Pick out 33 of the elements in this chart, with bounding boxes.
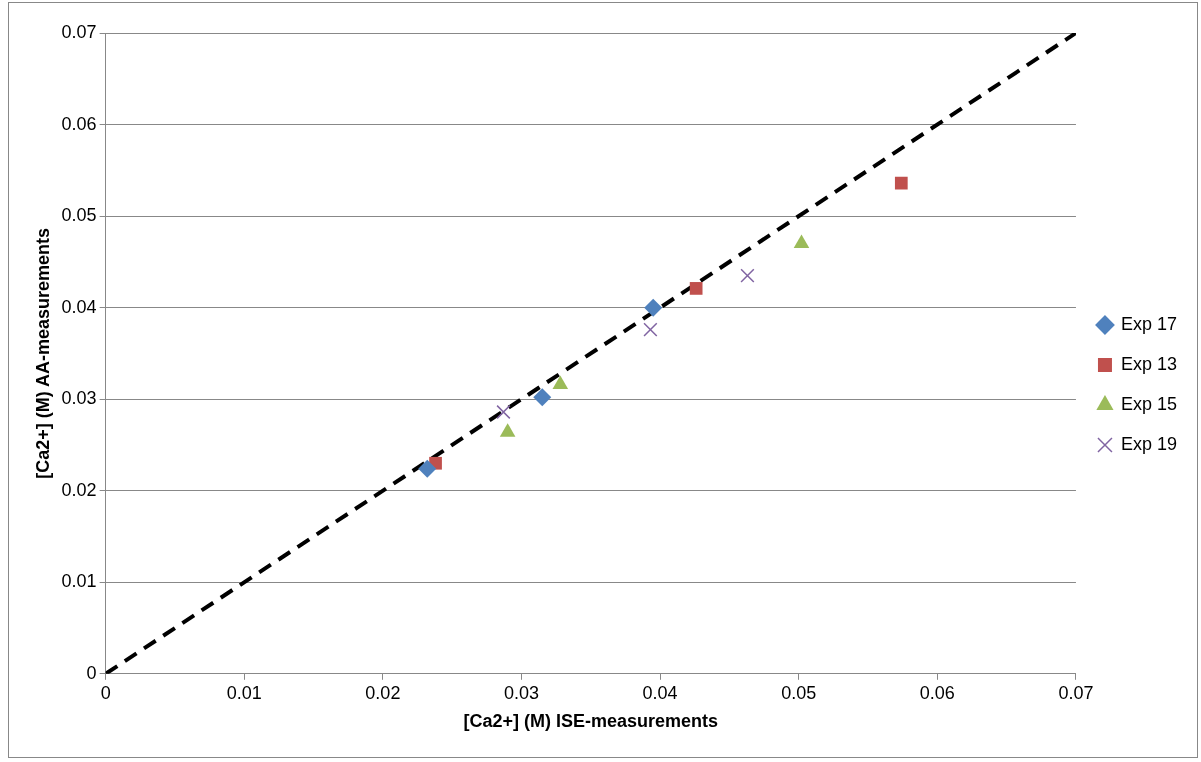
x-tick-label: 0.01 xyxy=(226,682,262,703)
point xyxy=(793,234,810,249)
x-tick-label: 0.04 xyxy=(642,682,678,703)
point xyxy=(499,423,516,437)
point xyxy=(496,404,511,420)
point xyxy=(894,176,908,190)
x-tick-label: 0 xyxy=(100,682,111,703)
y-tick-label: 0.05 xyxy=(61,205,97,226)
y-tick-label: 0.04 xyxy=(61,296,97,317)
y-axis-title: [Ca2+] (M) AA-measurements xyxy=(32,227,53,479)
x-tick-label: 0.02 xyxy=(365,682,401,703)
point xyxy=(689,282,703,295)
x-axis-title: [Ca2+] (M) ISE-measurements xyxy=(463,711,719,732)
legend-label: Exp 17 xyxy=(1120,313,1178,334)
x-tick-label: 0.07 xyxy=(1058,682,1094,703)
point xyxy=(552,375,569,390)
y-tick-label: 0.01 xyxy=(61,571,97,592)
legend-label: Exp 19 xyxy=(1120,433,1178,454)
point xyxy=(644,298,663,317)
x-tick-label: 0.06 xyxy=(919,682,955,703)
y-tick-label: 0.02 xyxy=(61,479,97,500)
legend-label: Exp 13 xyxy=(1120,353,1178,374)
y-tick-label: 0.07 xyxy=(61,21,97,42)
y-tick-label: 0.06 xyxy=(61,113,97,134)
x-tick-label: 0.03 xyxy=(503,682,540,703)
y-tick-label: 0.03 xyxy=(61,388,97,409)
point xyxy=(643,322,658,337)
legend-label: Exp 15 xyxy=(1120,393,1178,414)
point xyxy=(418,459,437,478)
point xyxy=(533,388,552,407)
x-tick-label: 0.05 xyxy=(781,682,817,703)
y-tick-label: 0 xyxy=(86,662,97,683)
point xyxy=(740,268,755,283)
